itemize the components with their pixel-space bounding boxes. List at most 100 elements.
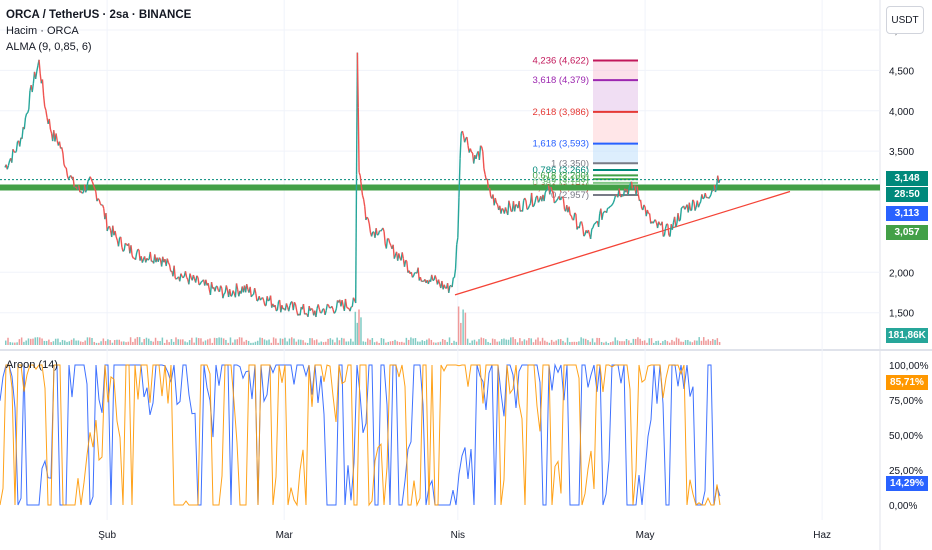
price-segment xyxy=(710,190,713,196)
price-segment xyxy=(434,275,437,280)
price-segment xyxy=(41,79,45,96)
volume-bar xyxy=(245,339,248,345)
price-segment xyxy=(550,186,553,192)
price-segment xyxy=(605,207,609,213)
volume-bar xyxy=(225,339,227,345)
price-segment xyxy=(207,283,210,290)
volume-bar xyxy=(453,340,455,345)
volume-bar xyxy=(437,342,439,345)
volume-bar xyxy=(607,342,610,345)
volume-bar xyxy=(664,339,666,345)
aroon-pane-label[interactable]: Aroon (14) xyxy=(6,359,58,371)
volume-indicator-label[interactable]: Hacim · ORCA xyxy=(6,25,79,37)
volume-bar xyxy=(236,339,239,345)
volume-bar xyxy=(700,340,703,345)
volume-bar xyxy=(54,338,57,345)
volume-bar xyxy=(475,341,478,345)
volume-bar xyxy=(322,342,325,345)
price-segment xyxy=(544,189,547,194)
price-segment xyxy=(98,199,102,204)
alma-indicator-label[interactable]: ALMA (9, 0,85, 6) xyxy=(6,41,92,53)
price-tick-label: 3,500 xyxy=(889,147,914,158)
volume-bar xyxy=(539,341,542,345)
volume-bar xyxy=(261,337,263,345)
price-segment xyxy=(289,302,292,306)
volume-bar xyxy=(523,339,526,345)
price-segment xyxy=(344,298,348,307)
price-segment xyxy=(42,95,46,107)
price-segment xyxy=(587,229,591,235)
price-segment xyxy=(543,192,546,202)
price-segment xyxy=(115,236,119,241)
axis-value-tag: 3,057 xyxy=(886,225,928,240)
price-segment xyxy=(483,168,486,175)
volume-bar xyxy=(193,342,195,345)
price-segment xyxy=(44,106,47,111)
axes: 5,0004,5004,0003,5002,0001,500ŞubMarNisM… xyxy=(98,26,928,541)
price-segment xyxy=(709,194,712,198)
price-segment xyxy=(530,192,534,207)
price-segment xyxy=(105,213,108,232)
price-segment xyxy=(28,90,31,110)
volume-bars xyxy=(5,306,721,345)
volume-bar xyxy=(91,338,93,345)
axis-value-tag: 181,86K xyxy=(886,328,928,343)
volume-bar xyxy=(621,341,623,345)
volume-bar xyxy=(170,339,173,345)
price-segment xyxy=(469,148,473,153)
price-segment xyxy=(627,187,630,196)
axis-value-tag: 28:50 xyxy=(886,187,928,202)
volume-bar xyxy=(27,338,30,345)
volume-bar xyxy=(371,338,374,345)
volume-bar xyxy=(416,341,419,345)
volume-bar xyxy=(18,339,21,345)
volume-bar xyxy=(11,342,14,345)
price-segment xyxy=(694,206,697,211)
volume-bar xyxy=(471,340,473,345)
price-segment xyxy=(101,204,105,209)
fibonacci-extension[interactable]: 4,236 (4,622) 3,618 (4,379) 2,618 (3,986) 1… xyxy=(532,56,638,201)
price-segment xyxy=(65,167,69,177)
price-segment xyxy=(358,172,361,176)
volume-bar xyxy=(389,341,392,345)
price-segment xyxy=(509,205,512,212)
volume-bar xyxy=(541,337,544,345)
axis-value-tag: 85,71% xyxy=(886,375,928,390)
volume-bar xyxy=(466,338,469,345)
symbol-title[interactable]: ORCA / TetherUS · 2sa · BINANCE xyxy=(6,9,192,21)
support-line[interactable] xyxy=(0,179,880,191)
volume-bar xyxy=(382,338,385,345)
price-segment xyxy=(443,284,447,289)
price-segment xyxy=(122,249,125,252)
price-segment xyxy=(461,130,465,136)
fib-level-label: 2,618 (3,986) xyxy=(532,107,589,118)
price-segment xyxy=(673,216,677,228)
volume-bar xyxy=(136,337,139,345)
volume-bar xyxy=(125,342,127,345)
price-segment xyxy=(318,309,322,314)
price-segment xyxy=(658,221,661,225)
volume-bar xyxy=(580,337,582,345)
price-segment xyxy=(580,221,584,227)
price-segment xyxy=(495,202,499,205)
price-segment xyxy=(7,160,11,166)
volume-bar xyxy=(614,337,616,345)
volume-bar xyxy=(448,337,451,345)
volume-bar xyxy=(118,339,120,345)
fib-level-label: 0 (2,957) xyxy=(551,190,589,201)
volume-bar xyxy=(302,340,304,345)
volume-bar xyxy=(637,337,639,345)
currency-button[interactable]: USDT xyxy=(886,6,924,34)
trend-line[interactable] xyxy=(454,190,791,296)
volume-bar xyxy=(419,341,421,345)
volume-bar xyxy=(460,322,462,345)
axis-value-tag: 3,113 xyxy=(886,206,928,221)
price-segment xyxy=(185,276,189,280)
price-segment xyxy=(246,283,249,290)
volume-bar xyxy=(304,342,307,345)
volume-bar xyxy=(25,340,27,345)
volume-bar xyxy=(584,338,587,345)
price-segment xyxy=(13,151,16,154)
price-segment xyxy=(457,197,460,238)
